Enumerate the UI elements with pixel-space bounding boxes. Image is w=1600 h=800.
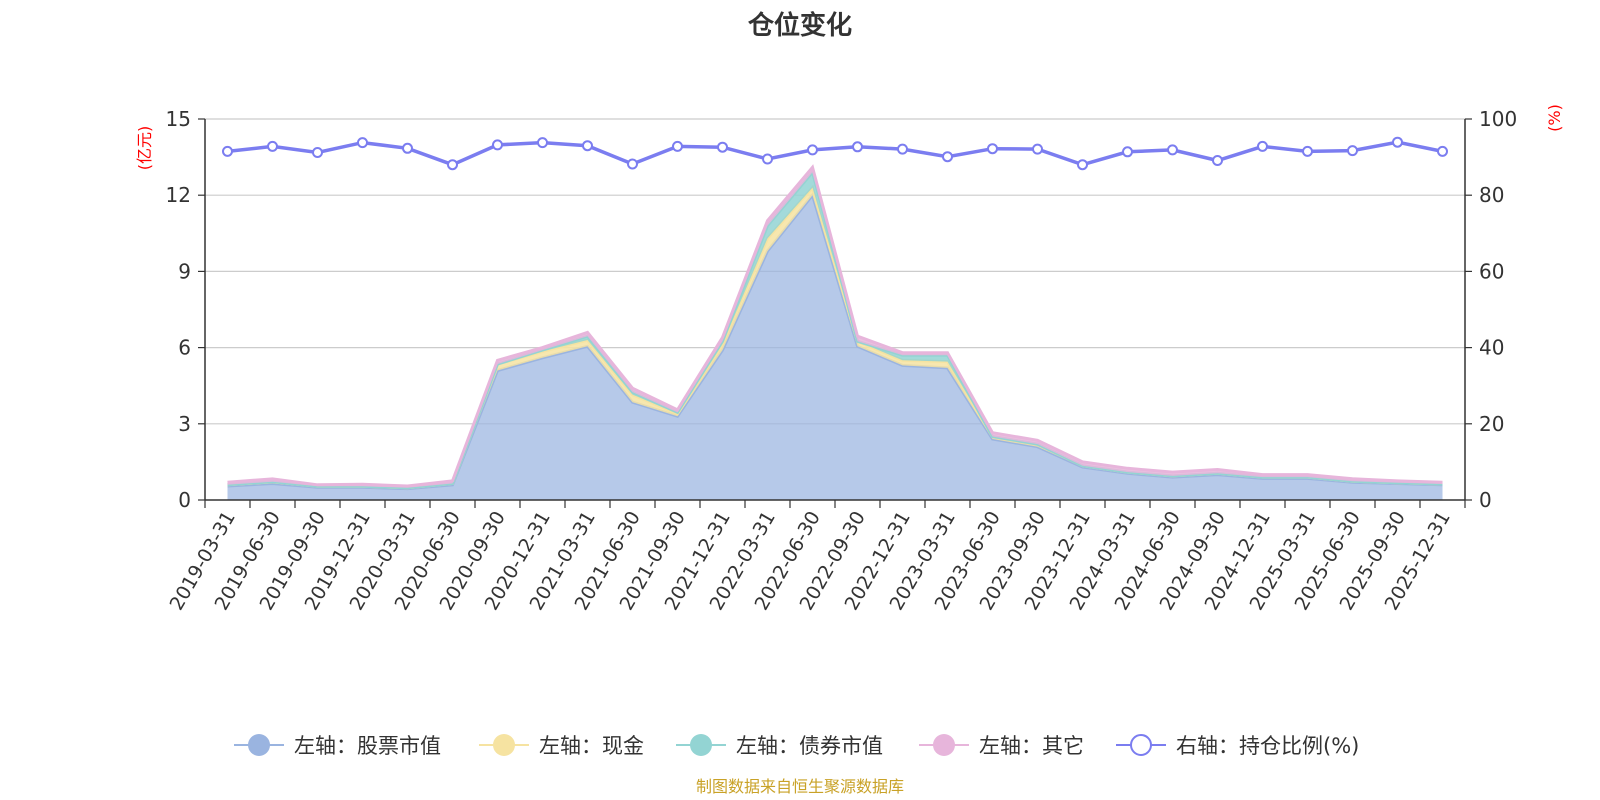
legend-marker [248,734,270,756]
legend-item-3[interactable]: 左轴：债券市值 [676,734,883,758]
ratio-point [1347,145,1358,157]
ratio-point [1212,155,1223,166]
left-axis-tick-label: 9 [178,259,191,283]
right-axis-tick-label: 40 [1479,336,1504,360]
legend: 左轴：股票市值 左轴：现金 左轴：债券市值 左轴：其它 右轴：持仓比例(%) [234,734,1359,758]
ratio-point [627,158,638,170]
ratio-point [942,151,953,163]
stacked-areas [227,164,1443,500]
ratio-point [267,140,278,152]
right-axis-tick-label: 100 [1479,107,1517,131]
right-axis-tick-label: 0 [1479,488,1492,512]
left-axis-tick-label: 12 [166,183,191,207]
left-axis-tick-label: 3 [178,412,191,436]
ratio-point [537,137,548,149]
legend-label: 左轴：债券市值 [736,734,883,758]
area-edge-4 [227,164,1443,488]
chart-title: 仓位变化 [747,10,852,41]
legend-label: 右轴：持仓比例(%) [1176,734,1359,758]
legend-label: 左轴：其它 [979,734,1084,758]
ratio-point [807,144,818,156]
holding-ratio-line [222,136,1448,171]
area-1 [227,195,1443,500]
ratio-point [1167,144,1178,156]
legend-marker [493,734,515,756]
ratio-point [492,139,503,151]
right-axis-tick-label: 20 [1479,412,1504,436]
legend-marker [1130,734,1152,756]
ratio-point [1122,146,1133,158]
ratio-point [1077,159,1088,171]
ratio-point [1257,140,1268,152]
legend-marker [690,734,712,756]
ratio-point [987,143,998,155]
legend-item-4[interactable]: 左轴：其它 [919,734,1084,758]
ratio-point [1032,143,1043,155]
left-axis-tick-label: 15 [166,107,191,131]
right-axis-unit: (%) [1545,104,1564,132]
ratio-point [447,159,458,171]
ratio-point [897,143,908,155]
left-axis-tick-label: 0 [178,488,191,512]
ratio-point [762,153,773,165]
ratio-point [402,142,413,154]
ratio-point [852,141,863,153]
right-axis-tick-label: 80 [1479,183,1504,207]
ratio-point [312,147,323,158]
ratio-point [1302,145,1313,157]
ratio-point [717,141,728,153]
ratio-line-path [227,140,1443,167]
ratio-point [582,140,593,152]
legend-label: 左轴：股票市值 [294,734,441,758]
source-note: 制图数据来自恒生聚源数据库 [696,777,904,796]
legend-item-2[interactable]: 左轴：现金 [479,734,644,758]
ratio-point [1392,136,1403,148]
right-axis-tick-label: 60 [1479,259,1504,283]
legend-item-1[interactable]: 左轴：股票市值 [234,734,441,758]
ratio-point [1437,145,1448,157]
ratio-point [222,145,233,157]
left-axis-unit: (亿元) [135,126,154,171]
legend-label: 左轴：现金 [539,734,644,758]
ratio-point [357,137,368,149]
legend-marker [933,734,955,756]
left-axis-tick-label: 6 [178,336,191,360]
legend-item-5[interactable]: 右轴：持仓比例(%) [1116,734,1359,758]
ratio-point [672,140,683,152]
